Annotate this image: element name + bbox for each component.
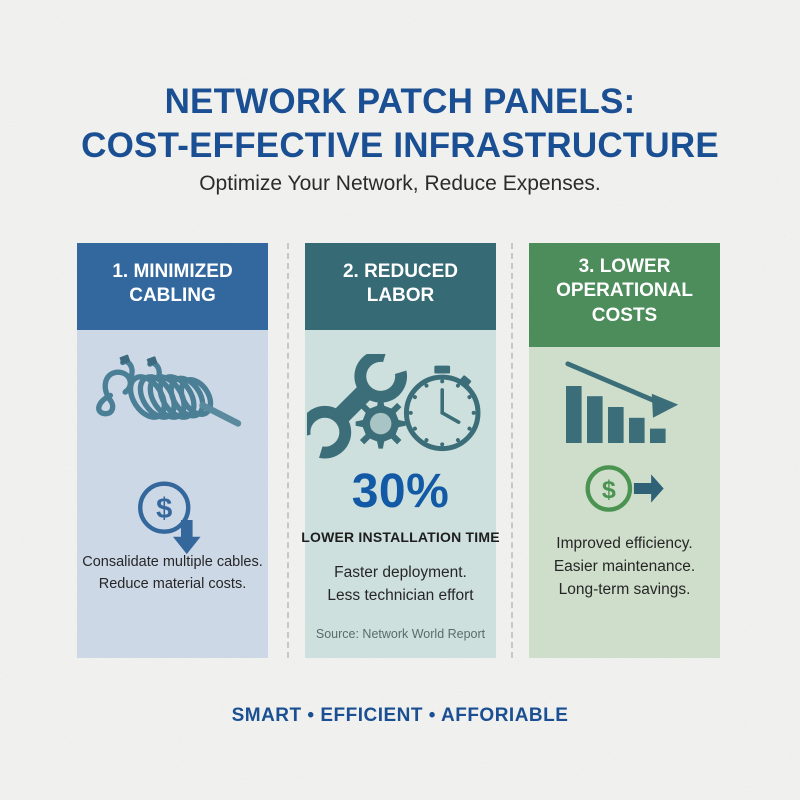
svg-text:$: $: [602, 476, 616, 504]
svg-text:$: $: [156, 493, 172, 525]
